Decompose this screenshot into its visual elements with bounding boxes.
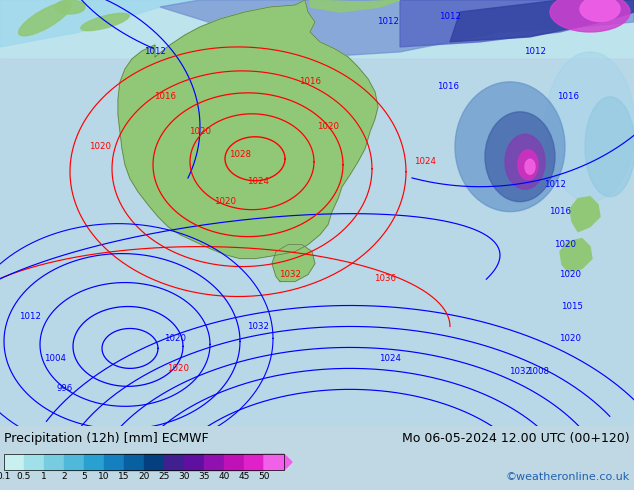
Text: Mo 06-05-2024 12.00 UTC (00+120): Mo 06-05-2024 12.00 UTC (00+120) — [403, 432, 630, 445]
Text: 1024: 1024 — [247, 177, 269, 186]
Text: 1020: 1020 — [189, 127, 211, 136]
Text: 1004: 1004 — [44, 354, 66, 363]
Bar — [124, 454, 144, 470]
Bar — [4, 454, 24, 470]
Polygon shape — [118, 0, 378, 259]
Text: 1016: 1016 — [154, 92, 176, 101]
Text: 1020: 1020 — [214, 197, 236, 206]
Ellipse shape — [485, 112, 555, 202]
Polygon shape — [272, 245, 315, 282]
Ellipse shape — [505, 134, 545, 189]
Text: 1012: 1012 — [377, 18, 399, 26]
Text: 1020: 1020 — [164, 334, 186, 343]
Bar — [0, 0, 634, 57]
Text: 1032: 1032 — [247, 322, 269, 331]
Bar — [84, 454, 104, 470]
Text: 996: 996 — [57, 384, 73, 393]
Text: 10: 10 — [98, 472, 110, 481]
Polygon shape — [310, 0, 400, 12]
Text: 5: 5 — [81, 472, 87, 481]
Text: 1016: 1016 — [299, 77, 321, 86]
Ellipse shape — [18, 2, 72, 36]
Bar — [164, 454, 184, 470]
Text: ©weatheronline.co.uk: ©weatheronline.co.uk — [506, 472, 630, 482]
Text: 1012: 1012 — [524, 48, 546, 56]
Bar — [4, 454, 284, 470]
Bar — [64, 454, 84, 470]
Text: 1020: 1020 — [317, 122, 339, 131]
Text: 1016: 1016 — [557, 92, 579, 101]
Text: 1012: 1012 — [19, 312, 41, 321]
Text: 25: 25 — [158, 472, 170, 481]
Polygon shape — [560, 239, 592, 271]
Text: 0.1: 0.1 — [0, 472, 11, 481]
Text: 20: 20 — [138, 472, 150, 481]
Ellipse shape — [455, 82, 565, 212]
Text: 1008: 1008 — [527, 367, 549, 376]
Text: 1015: 1015 — [561, 302, 583, 311]
Text: 0.5: 0.5 — [17, 472, 31, 481]
Polygon shape — [450, 0, 634, 42]
Ellipse shape — [550, 0, 630, 32]
Bar — [24, 454, 44, 470]
Ellipse shape — [81, 13, 129, 31]
Text: 1024: 1024 — [379, 354, 401, 363]
Ellipse shape — [545, 52, 634, 202]
Text: 1020: 1020 — [554, 240, 576, 249]
Bar — [184, 454, 204, 470]
Text: 1032: 1032 — [509, 367, 531, 376]
Ellipse shape — [518, 150, 538, 180]
Text: 1024: 1024 — [414, 157, 436, 166]
Polygon shape — [0, 0, 200, 47]
Text: 2: 2 — [61, 472, 67, 481]
Polygon shape — [570, 196, 600, 232]
Text: Precipitation (12h) [mm] ECMWF: Precipitation (12h) [mm] ECMWF — [4, 432, 209, 445]
Ellipse shape — [585, 97, 634, 196]
Bar — [244, 454, 264, 470]
Text: 1: 1 — [41, 472, 47, 481]
Text: 1036: 1036 — [374, 274, 396, 283]
Text: 1020: 1020 — [167, 364, 189, 373]
Text: 35: 35 — [198, 472, 210, 481]
Text: 30: 30 — [178, 472, 190, 481]
Text: 1032: 1032 — [279, 270, 301, 279]
Polygon shape — [400, 0, 634, 47]
Text: 45: 45 — [238, 472, 250, 481]
Text: 1020: 1020 — [89, 142, 111, 151]
Text: 1020: 1020 — [559, 270, 581, 279]
Ellipse shape — [580, 0, 620, 22]
Text: 50: 50 — [258, 472, 269, 481]
Text: 1028: 1028 — [229, 150, 251, 159]
Text: 15: 15 — [119, 472, 130, 481]
Text: 1012: 1012 — [144, 48, 166, 56]
Text: 1012: 1012 — [544, 180, 566, 189]
Bar — [44, 454, 64, 470]
Ellipse shape — [525, 159, 535, 174]
Bar — [224, 454, 244, 470]
Text: 1016: 1016 — [437, 82, 459, 91]
Text: 1012: 1012 — [439, 12, 461, 22]
Bar — [204, 454, 224, 470]
Bar — [144, 454, 164, 470]
Ellipse shape — [55, 0, 85, 14]
Bar — [104, 454, 124, 470]
Polygon shape — [264, 454, 292, 470]
Text: 40: 40 — [218, 472, 230, 481]
Polygon shape — [160, 0, 634, 57]
Text: 1016: 1016 — [549, 207, 571, 216]
Text: 1020: 1020 — [559, 334, 581, 343]
